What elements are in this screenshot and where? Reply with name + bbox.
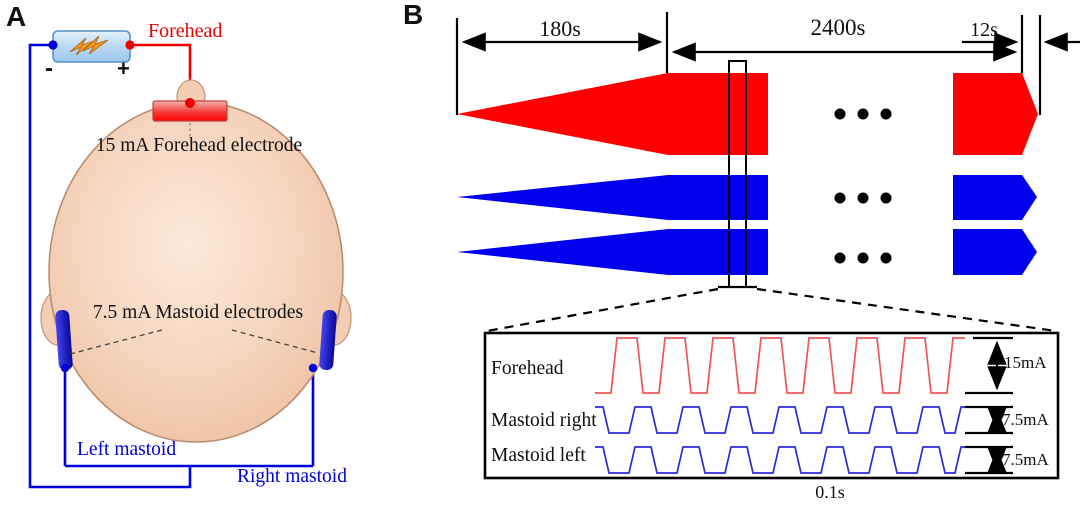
left-mastoid-label: Left mastoid [77, 439, 177, 460]
battery-positive-terminal [125, 40, 135, 50]
amplitude-markers [965, 336, 1013, 475]
time-scale-label: 0.1s [815, 482, 845, 502]
inset-mastoid-right-row-label: Mastoid right [491, 410, 597, 431]
right-mastoid-electrode [319, 309, 337, 371]
left-mastoid-contact [60, 363, 70, 373]
ellipsis-dots-icon [834, 108, 892, 264]
cathode-wire [28, 43, 315, 489]
forehead-electrode-label: 15 mA Forehead electrode [95, 135, 303, 156]
battery-negative-terminal [48, 40, 58, 50]
inset-forehead-row-label: Forehead [491, 358, 564, 379]
lightning-bolt-icon [69, 35, 109, 56]
mastoid-right-rampdown-bar [953, 175, 1037, 220]
panel-b-timeline [455, 12, 1080, 480]
forehead-wire-label: Forehead [148, 20, 223, 42]
mastoid-right-pulse-trace [595, 406, 965, 434]
stimulation-duration-label: 2400s [810, 15, 866, 40]
panel-a-label: A [6, 1, 27, 32]
battery-plus-label: + [117, 56, 130, 81]
mastoid-right-ramp-bar [457, 175, 768, 220]
right-mastoid-contact [308, 363, 318, 373]
forehead-rampdown-bar [953, 73, 1038, 155]
inset-mastoid-left-row-label: Mastoid left [491, 445, 586, 466]
mastoid-right-amplitude-label: 7.5mA [1002, 410, 1049, 429]
mastoid-left-ramp-bar [457, 229, 768, 275]
mastoid-left-pulse-trace [595, 446, 965, 474]
right-mastoid-label: Right mastoid [237, 466, 347, 487]
forehead-electrode-contact [185, 98, 195, 108]
panel-b-label: B [403, 0, 424, 30]
forehead-amplitude-label: 15mA [1004, 353, 1047, 372]
battery-minus-label: - [45, 55, 53, 82]
mastoid-left-amplitude-label: 7.5mA [1002, 450, 1049, 469]
panel-a-montage [28, 30, 352, 489]
forehead-pulse-trace [595, 337, 965, 394]
ramp-up-duration-label: 180s [539, 16, 581, 41]
left-mastoid-electrode [55, 309, 73, 371]
zoom-leader-dashes [486, 287, 1057, 333]
mastoid-electrodes-label: 7.5 mA Mastoid electrodes [92, 302, 304, 323]
mastoid-pointer-dashes [69, 329, 319, 355]
inset-box [483, 331, 1060, 480]
forehead-ramp-bar [457, 73, 768, 155]
ramp-down-duration-label: 12s [970, 19, 998, 41]
mastoid-left-rampdown-bar [953, 229, 1037, 275]
